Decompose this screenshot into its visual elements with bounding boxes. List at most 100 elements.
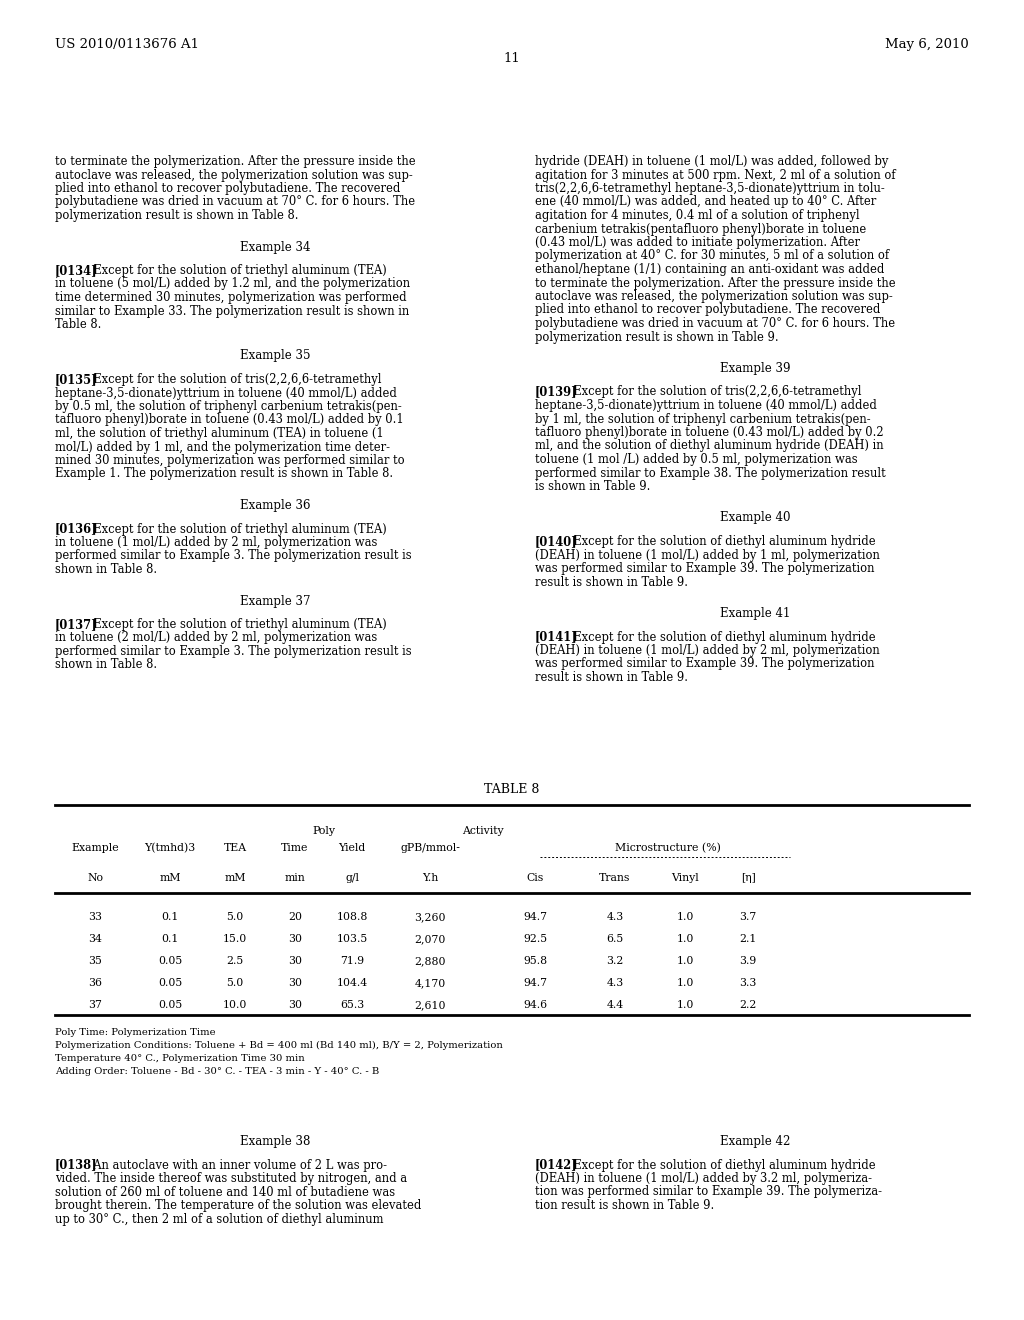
Text: autoclave was released, the polymerization solution was sup-: autoclave was released, the polymerizati… <box>535 290 893 304</box>
Text: 5.0: 5.0 <box>226 978 244 987</box>
Text: Example 36: Example 36 <box>240 499 310 512</box>
Text: agitation for 4 minutes, 0.4 ml of a solution of triphenyl: agitation for 4 minutes, 0.4 ml of a sol… <box>535 209 859 222</box>
Text: 1.0: 1.0 <box>676 1001 693 1010</box>
Text: [0141]: [0141] <box>535 631 578 644</box>
Text: 20: 20 <box>288 912 302 921</box>
Text: carbenium tetrakis(pentafluoro phenyl)borate in toluene: carbenium tetrakis(pentafluoro phenyl)bo… <box>535 223 866 235</box>
Text: min: min <box>285 873 305 883</box>
Text: 35: 35 <box>88 956 102 966</box>
Text: 2,610: 2,610 <box>415 1001 445 1010</box>
Text: 30: 30 <box>288 1001 302 1010</box>
Text: 10.0: 10.0 <box>223 1001 247 1010</box>
Text: [0136]: [0136] <box>55 523 97 536</box>
Text: mM: mM <box>224 873 246 883</box>
Text: Example: Example <box>72 843 119 853</box>
Text: 94.7: 94.7 <box>523 978 547 987</box>
Text: autoclave was released, the polymerization solution was sup-: autoclave was released, the polymerizati… <box>55 169 413 181</box>
Text: 71.9: 71.9 <box>340 956 365 966</box>
Text: 30: 30 <box>288 978 302 987</box>
Text: 2,880: 2,880 <box>415 956 445 966</box>
Text: Y.h: Y.h <box>422 873 438 883</box>
Text: [0134]: [0134] <box>55 264 97 277</box>
Text: 37: 37 <box>88 1001 102 1010</box>
Text: mM: mM <box>160 873 181 883</box>
Text: was performed similar to Example 39. The polymerization: was performed similar to Example 39. The… <box>535 657 874 671</box>
Text: 3,260: 3,260 <box>415 912 445 921</box>
Text: 6.5: 6.5 <box>606 935 624 944</box>
Text: [0140]: [0140] <box>535 535 578 548</box>
Text: Example 41: Example 41 <box>720 607 791 620</box>
Text: Example 35: Example 35 <box>240 350 310 363</box>
Text: mol/L) added by 1 ml, and the polymerization time deter-: mol/L) added by 1 ml, and the polymeriza… <box>55 441 390 454</box>
Text: mined 30 minutes, polymerization was performed similar to: mined 30 minutes, polymerization was per… <box>55 454 404 467</box>
Text: polymerization at 40° C. for 30 minutes, 5 ml of a solution of: polymerization at 40° C. for 30 minutes,… <box>535 249 889 263</box>
Text: performed similar to Example 38. The polymerization result: performed similar to Example 38. The pol… <box>535 466 886 479</box>
Text: Example 34: Example 34 <box>240 240 310 253</box>
Text: [η]: [η] <box>740 873 756 883</box>
Text: toluene (1 mol /L) added by 0.5 ml, polymerization was: toluene (1 mol /L) added by 0.5 ml, poly… <box>535 453 858 466</box>
Text: 103.5: 103.5 <box>336 935 368 944</box>
Text: polybutadiene was dried in vacuum at 70° C. for 6 hours. The: polybutadiene was dried in vacuum at 70°… <box>535 317 895 330</box>
Text: 4.3: 4.3 <box>606 912 624 921</box>
Text: 104.4: 104.4 <box>337 978 368 987</box>
Text: shown in Table 8.: shown in Table 8. <box>55 659 157 672</box>
Text: Time: Time <box>282 843 308 853</box>
Text: solution of 260 ml of toluene and 140 ml of butadiene was: solution of 260 ml of toluene and 140 ml… <box>55 1185 395 1199</box>
Text: brought therein. The temperature of the solution was elevated: brought therein. The temperature of the … <box>55 1199 421 1212</box>
Text: 30: 30 <box>288 956 302 966</box>
Text: 92.5: 92.5 <box>523 935 547 944</box>
Text: polymerization result is shown in Table 8.: polymerization result is shown in Table … <box>55 209 299 222</box>
Text: [0142]: [0142] <box>535 1159 578 1172</box>
Text: 2.1: 2.1 <box>739 935 757 944</box>
Text: 3.2: 3.2 <box>606 956 624 966</box>
Text: Temperature 40° C., Polymerization Time 30 min: Temperature 40° C., Polymerization Time … <box>55 1053 305 1063</box>
Text: tafluoro phenyl)borate in toluene (0.43 mol/L) added by 0.2: tafluoro phenyl)borate in toluene (0.43 … <box>535 426 884 440</box>
Text: Microstructure (%): Microstructure (%) <box>614 843 721 853</box>
Text: Except for the solution of triethyl aluminum (TEA): Except for the solution of triethyl alum… <box>86 523 387 536</box>
Text: 2.5: 2.5 <box>226 956 244 966</box>
Text: Y(tmhd)3: Y(tmhd)3 <box>144 843 196 853</box>
Text: in toluene (2 mol/L) added by 2 ml, polymerization was: in toluene (2 mol/L) added by 2 ml, poly… <box>55 631 377 644</box>
Text: Example 37: Example 37 <box>240 594 310 607</box>
Text: was performed similar to Example 39. The polymerization: was performed similar to Example 39. The… <box>535 562 874 576</box>
Text: Example 42: Example 42 <box>720 1135 791 1148</box>
Text: result is shown in Table 9.: result is shown in Table 9. <box>535 671 688 684</box>
Text: performed similar to Example 3. The polymerization result is: performed similar to Example 3. The poly… <box>55 645 412 657</box>
Text: ml, the solution of triethyl aluminum (TEA) in toluene (1: ml, the solution of triethyl aluminum (T… <box>55 426 384 440</box>
Text: 3.9: 3.9 <box>739 956 757 966</box>
Text: 3.3: 3.3 <box>739 978 757 987</box>
Text: (DEAH) in toluene (1 mol/L) added by 3.2 ml, polymeriza-: (DEAH) in toluene (1 mol/L) added by 3.2… <box>535 1172 872 1185</box>
Text: 3.7: 3.7 <box>739 912 757 921</box>
Text: tion result is shown in Table 9.: tion result is shown in Table 9. <box>535 1199 715 1212</box>
Text: Except for the solution of diethyl aluminum hydride: Except for the solution of diethyl alumi… <box>566 535 876 548</box>
Text: 33: 33 <box>88 912 102 921</box>
Text: Except for the solution of diethyl aluminum hydride: Except for the solution of diethyl alumi… <box>566 1159 876 1172</box>
Text: 1.0: 1.0 <box>676 978 693 987</box>
Text: 65.3: 65.3 <box>340 1001 365 1010</box>
Text: by 1 ml, the solution of triphenyl carbenium tetrakis(pen-: by 1 ml, the solution of triphenyl carbe… <box>535 412 870 425</box>
Text: 2,070: 2,070 <box>415 935 445 944</box>
Text: [0139]: [0139] <box>535 385 578 399</box>
Text: [0137]: [0137] <box>55 618 97 631</box>
Text: [0135]: [0135] <box>55 374 97 385</box>
Text: 15.0: 15.0 <box>223 935 247 944</box>
Text: [0138]: [0138] <box>55 1159 97 1172</box>
Text: Example 40: Example 40 <box>720 511 791 524</box>
Text: ene (40 mmol/L) was added, and heated up to 40° C. After: ene (40 mmol/L) was added, and heated up… <box>535 195 877 209</box>
Text: plied into ethanol to recover polybutadiene. The recovered: plied into ethanol to recover polybutadi… <box>535 304 881 317</box>
Text: May 6, 2010: May 6, 2010 <box>886 38 969 51</box>
Text: polymerization result is shown in Table 9.: polymerization result is shown in Table … <box>535 330 778 343</box>
Text: gPB/mmol-: gPB/mmol- <box>400 843 460 853</box>
Text: 11: 11 <box>504 51 520 65</box>
Text: Example 38: Example 38 <box>240 1135 310 1148</box>
Text: 1.0: 1.0 <box>676 956 693 966</box>
Text: shown in Table 8.: shown in Table 8. <box>55 564 157 576</box>
Text: is shown in Table 9.: is shown in Table 9. <box>535 480 650 492</box>
Text: Example 1. The polymerization result is shown in Table 8.: Example 1. The polymerization result is … <box>55 467 393 480</box>
Text: ml, and the solution of diethyl aluminum hydride (DEAH) in: ml, and the solution of diethyl aluminum… <box>535 440 884 453</box>
Text: to terminate the polymerization. After the pressure inside the: to terminate the polymerization. After t… <box>55 154 416 168</box>
Text: Trans: Trans <box>599 873 631 883</box>
Text: similar to Example 33. The polymerization result is shown in: similar to Example 33. The polymerizatio… <box>55 305 410 318</box>
Text: Activity: Activity <box>462 826 504 836</box>
Text: TABLE 8: TABLE 8 <box>484 783 540 796</box>
